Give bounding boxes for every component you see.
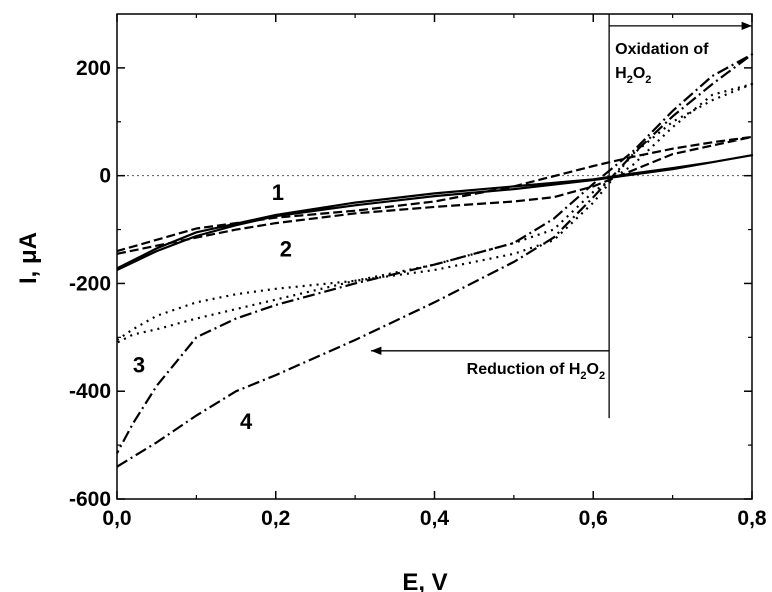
x-tick-label: 0,8 [737,507,767,530]
series-line-1 [116,154,754,271]
curve-label-3: 3 [133,352,145,377]
series-line-4 [116,53,754,468]
y-tick-label: -200 [69,272,111,295]
curve-labels: 1 2 3 4 [133,180,292,434]
y-tick-label: -600 [69,488,111,511]
curve-label-2: 2 [280,237,292,262]
annotation-text: Reduction of [467,361,569,378]
formula-part: H [569,361,581,378]
formula-part: O [633,65,645,82]
x-tick-label: 0,6 [579,507,608,530]
plot-border [116,13,753,500]
x-axis-title: E, V [402,569,447,592]
y-axis-title: I, μA [15,232,42,284]
x-tick-label: 0,0 [102,507,131,530]
curve-label-1: 1 [272,180,284,205]
y-axis: -600 -400 -200 0 200 [69,57,752,511]
plot-frame [116,13,753,500]
y-tick-label: 200 [76,57,111,80]
formula-part: 2 [645,74,651,86]
formula-part: H [615,65,627,82]
x-axis: 0,0 0,2 0,4 0,6 0,8 [102,14,767,530]
formula-part: 2 [580,370,586,382]
x-tick-label: 0,4 [420,507,450,530]
series-group [116,53,754,468]
x-tick-label: 0,2 [261,507,290,530]
formula-part: O [587,361,599,378]
formula-part: 2 [627,74,633,86]
y-tick-label: 0 [99,165,111,188]
curve-label-4: 4 [240,409,253,434]
reduction-label: Reduction of H2O2 [467,361,605,382]
series-line-3 [116,82,754,344]
oxidation-formula: H2O2 [615,65,651,86]
oxidation-label: Oxidation of [615,41,709,58]
formula-part: 2 [599,370,605,382]
y-tick-label: -400 [69,380,111,403]
